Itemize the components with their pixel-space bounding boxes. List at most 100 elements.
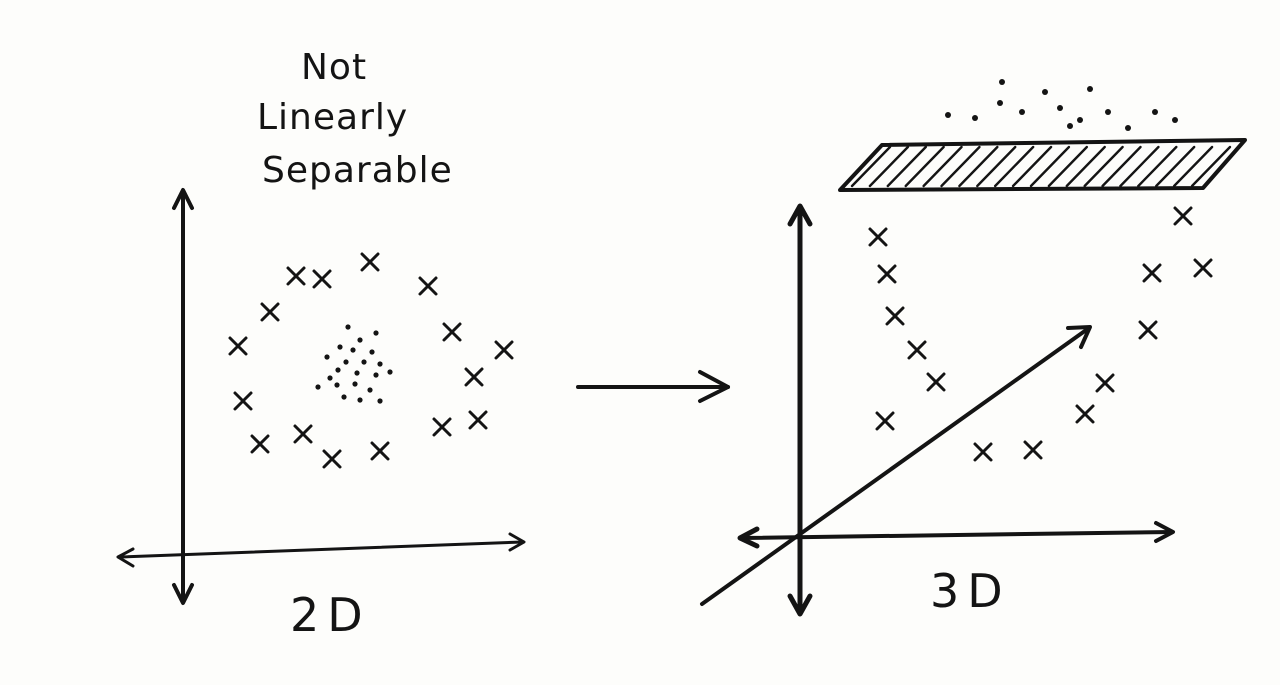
- left-x-marker: [468, 410, 488, 430]
- plane-hatch-line: [922, 145, 963, 188]
- left-dot: [367, 387, 373, 393]
- plane-hatch-line: [1011, 145, 1053, 188]
- left-dot: [361, 359, 367, 365]
- left-dot: [354, 370, 360, 376]
- left-x-axis: [118, 540, 525, 559]
- right-x-marker: [907, 340, 927, 360]
- right-top-dots: [945, 79, 1178, 131]
- right-x-axis: [740, 530, 1174, 540]
- left-dot: [352, 381, 358, 387]
- transform-arrow-head: [698, 370, 730, 403]
- right-x-marker: [877, 264, 897, 284]
- left-y-arrowhead-bottom: [172, 583, 194, 605]
- right-depth-arrowhead: [1066, 325, 1092, 349]
- right-dot: [1067, 123, 1073, 129]
- plane-hatch-line: [1190, 145, 1232, 188]
- right-dot: [1042, 89, 1048, 95]
- left-x-marker: [370, 441, 390, 461]
- left-x-marker: [418, 276, 438, 296]
- title-line-3: Separable: [262, 150, 453, 191]
- left-x-marker: [233, 391, 253, 411]
- left-x-marker: [312, 269, 332, 289]
- right-z-arrowhead-bottom: [787, 593, 813, 617]
- left-dot: [345, 324, 351, 330]
- plane-outline: [838, 138, 1247, 192]
- left-dot: [373, 330, 379, 336]
- right-3d-axes: [700, 203, 1175, 617]
- title-line-2: Linearly: [257, 97, 409, 138]
- plane-hatch-line: [868, 145, 910, 188]
- right-x-marker: [973, 442, 993, 462]
- plane-hatch-line: [1065, 145, 1106, 188]
- right-dot: [997, 100, 1003, 106]
- left-x-marker: [293, 424, 313, 444]
- transform-arrow: [576, 370, 730, 403]
- right-x-markers: [868, 206, 1213, 462]
- right-dot: [1125, 125, 1131, 131]
- left-x-marker: [322, 449, 342, 469]
- left-dot: [337, 344, 343, 350]
- right-x-marker: [1193, 258, 1213, 278]
- right-x-marker: [1023, 440, 1043, 460]
- left-inner-dots: [315, 324, 393, 404]
- title-line-1: Not: [301, 47, 368, 88]
- right-dot: [1172, 117, 1178, 123]
- left-x-marker: [442, 322, 462, 342]
- left-x-arrowhead-left: [116, 547, 135, 568]
- left-y-arrowhead-top: [172, 188, 194, 210]
- plane-hatch-line: [1119, 145, 1160, 188]
- right-dot: [999, 79, 1005, 85]
- right-x-marker: [1138, 320, 1158, 340]
- right-dot: [945, 112, 951, 118]
- right-panel-label: 3D: [930, 564, 1011, 618]
- right-dot: [1077, 117, 1083, 123]
- right-x-marker: [1173, 206, 1193, 226]
- left-x-markers: [228, 252, 514, 469]
- left-dot: [327, 375, 333, 381]
- right-dot: [1105, 109, 1111, 115]
- left-dot: [350, 347, 356, 353]
- left-x-marker: [260, 302, 280, 322]
- left-dot: [387, 369, 393, 375]
- separating-plane: [838, 138, 1247, 192]
- plane-hatch-line: [1101, 145, 1142, 188]
- left-x-marker: [464, 367, 484, 387]
- right-x-marker: [1075, 404, 1095, 424]
- left-dot: [335, 367, 341, 373]
- right-x-arrowhead-left: [737, 526, 760, 549]
- right-dot: [1152, 109, 1158, 115]
- left-dot: [357, 397, 363, 403]
- left-dot: [369, 349, 375, 355]
- right-z-arrowhead-top: [787, 203, 813, 227]
- plane-hatch-line: [976, 145, 1017, 188]
- plane-hatch-line: [1047, 145, 1089, 188]
- plane-hatch-line: [1029, 145, 1071, 188]
- plane-hatch-line: [1083, 145, 1124, 188]
- left-x-marker: [432, 417, 452, 437]
- right-x-marker: [1142, 263, 1162, 283]
- right-x-arrowhead-right: [1154, 521, 1175, 543]
- right-dot: [1057, 105, 1063, 111]
- left-x-marker: [286, 266, 306, 286]
- left-x-marker: [360, 252, 380, 272]
- left-dot: [357, 337, 363, 343]
- left-dot: [341, 394, 347, 400]
- right-x-marker: [926, 372, 946, 392]
- plane-hatch-line: [904, 145, 945, 188]
- plane-hatch-line: [1155, 145, 1196, 188]
- left-dot: [377, 398, 383, 404]
- right-depth-axis: [700, 326, 1091, 606]
- left-dot: [334, 382, 340, 388]
- right-dot: [972, 115, 978, 121]
- left-x-marker: [494, 340, 514, 360]
- right-x-marker: [868, 227, 888, 247]
- left-dot: [377, 361, 383, 367]
- plane-hatch-line: [958, 145, 999, 188]
- left-dot: [343, 359, 349, 365]
- right-x-marker: [1095, 373, 1115, 393]
- left-dot: [324, 354, 330, 360]
- left-2d-axes: [116, 188, 526, 605]
- plane-hatch-line: [850, 145, 892, 188]
- plane-hatch-line: [886, 145, 927, 188]
